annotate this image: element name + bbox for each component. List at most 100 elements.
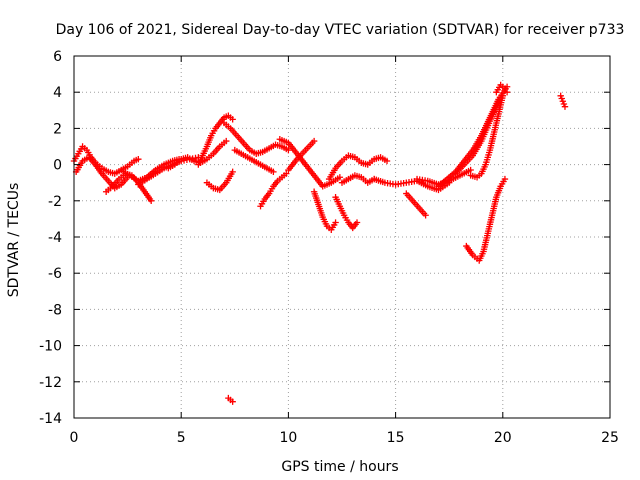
track-point-t22: [485, 120, 493, 127]
track-point-t06: [220, 139, 228, 147]
axes: [73, 55, 611, 419]
y-tick-label: 6: [53, 49, 62, 65]
x-tick-label: 5: [177, 430, 186, 446]
track-point-t16: [355, 157, 363, 165]
track-point-t18: [379, 178, 386, 186]
track-point-t25: [468, 250, 475, 257]
track-point-t12: [283, 138, 290, 146]
y-tick-label: -10: [39, 339, 62, 355]
track-point-t02: [97, 168, 104, 176]
track-point-t08: [214, 186, 221, 193]
track-point-t07: [202, 145, 210, 152]
track-point-t22: [467, 154, 475, 161]
track-point-t01: [128, 159, 136, 166]
track-point-t14: [330, 221, 338, 229]
track-point-t02: [103, 175, 110, 183]
track-point-t17: [355, 173, 363, 180]
track-point-t25: [496, 185, 503, 192]
track-point-t11: [273, 179, 280, 186]
track-point-t12: [292, 148, 299, 156]
track-point-t06: [175, 157, 183, 165]
x-axis-label: GPS time / hours: [281, 459, 398, 475]
y-tick-label: -8: [48, 302, 62, 318]
track-point-t15: [352, 221, 359, 228]
track-point-t13: [292, 157, 299, 165]
track-point-t09: [276, 142, 284, 150]
track-point-t03: [107, 184, 114, 192]
track-point-t10: [261, 163, 269, 171]
track-point-t09: [283, 145, 290, 153]
track-point-t07: [215, 121, 222, 128]
x-tick-label: 0: [70, 430, 79, 446]
track-point-t06: [214, 145, 222, 152]
x-tick-label: 15: [387, 430, 405, 446]
track-point-t15: [335, 200, 342, 208]
track-point-t06: [188, 156, 196, 163]
track-point-t12: [300, 159, 308, 166]
track-point-t12: [334, 175, 341, 182]
track-point-t23: [499, 94, 506, 102]
track-point-t23: [481, 163, 488, 171]
track-point-t19: [407, 195, 415, 203]
track-point-t25: [488, 214, 495, 221]
track-point-t11: [268, 185, 276, 192]
track-point-t11: [280, 172, 288, 179]
track-point-t07: [223, 113, 230, 120]
track-point-t22: [459, 163, 466, 170]
x-tick-labels: 0 5 10 15 20 25: [70, 430, 619, 446]
track-point-t12: [309, 170, 316, 177]
data-point-t27: [229, 398, 236, 405]
track-point-t09: [225, 123, 232, 130]
grid-lines: [74, 56, 610, 418]
track-point-t15: [343, 216, 351, 224]
track-point-t07: [219, 116, 226, 123]
y-tick-label: 4: [53, 85, 62, 101]
track-point-t16: [381, 156, 389, 163]
track-point-t25: [492, 196, 500, 203]
track-point-t26: [560, 100, 568, 108]
track-point-t14: [314, 199, 321, 206]
track-point-t03: [140, 186, 147, 194]
track-point-t02: [90, 159, 98, 166]
track-point-t13: [309, 139, 316, 147]
track-point-t05: [150, 171, 157, 179]
track-point-t13: [300, 148, 308, 156]
track-point-t07: [207, 134, 214, 142]
track-point-t17: [343, 177, 350, 184]
track-point-t23: [476, 172, 483, 179]
track-point-t08: [221, 181, 228, 188]
track-point-t23: [471, 173, 479, 180]
track-point-t12: [318, 181, 325, 188]
track-point-t18: [389, 180, 397, 188]
track-point-t05: [158, 166, 166, 173]
track-point-t09: [263, 146, 271, 153]
data-points: [70, 81, 569, 405]
track-point-t03: [114, 177, 121, 185]
y-tick-label: -6: [48, 266, 62, 282]
track-point-t25: [479, 250, 486, 257]
track-point-t14: [322, 220, 330, 228]
track-point-t02: [122, 175, 130, 183]
plot-frame: [73, 55, 611, 419]
track-point-t20: [465, 167, 472, 175]
track-point-t09: [245, 145, 252, 152]
track-point-t25: [484, 232, 491, 239]
track-point-t07: [210, 127, 218, 135]
track-point-t06: [208, 152, 215, 159]
track-point-t01: [132, 156, 140, 164]
track-point-t11: [260, 198, 267, 205]
track-point-t02: [115, 182, 123, 189]
track-point-t15: [339, 209, 347, 217]
track-point-t16: [349, 153, 356, 160]
y-tick-label: 2: [53, 121, 62, 137]
track-point-t08: [208, 183, 215, 190]
track-point-t02: [78, 159, 85, 167]
track-point-t24: [499, 83, 506, 90]
track-point-t16: [362, 160, 369, 168]
track-point-t01: [73, 152, 81, 160]
track-point-t16: [331, 167, 338, 174]
track-point-t10: [255, 160, 262, 167]
track-point-t20: [421, 177, 429, 184]
track-point-t23: [490, 131, 497, 138]
